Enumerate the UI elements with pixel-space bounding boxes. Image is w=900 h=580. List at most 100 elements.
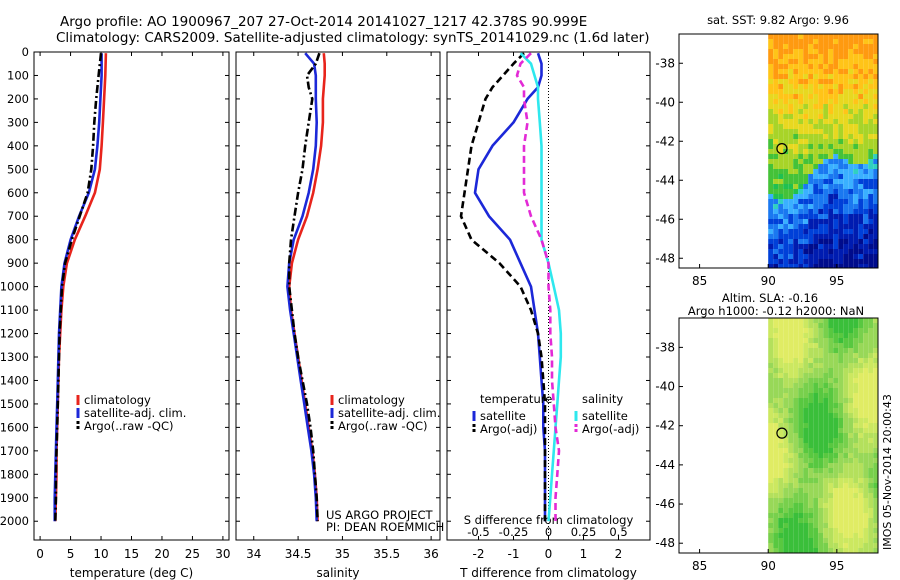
sla_map-cell xyxy=(793,373,799,378)
sla_map-cell xyxy=(828,448,834,453)
sst_map-cell xyxy=(873,199,878,204)
sla_map-cell xyxy=(778,448,784,453)
sst_map-cell xyxy=(838,194,844,199)
sla_map-cell xyxy=(843,323,849,328)
sst_map-cell xyxy=(813,54,819,59)
sst_map-cell xyxy=(818,259,824,264)
sla_map-cell xyxy=(833,383,839,388)
sla_map-cell xyxy=(818,523,824,528)
sst_map-cell xyxy=(848,254,854,259)
sla_map-cell xyxy=(858,503,864,508)
sla_map-cell xyxy=(858,368,864,373)
sst_map-cell xyxy=(863,209,869,214)
sst_map-ytick-label: -42 xyxy=(655,134,675,148)
sst_map-cell xyxy=(873,49,878,54)
sla_map-cell xyxy=(828,368,834,373)
sla_map-cell xyxy=(768,348,774,353)
sst_map-cell xyxy=(818,39,824,44)
sst_map-cell xyxy=(848,34,854,39)
sla_map-cell xyxy=(873,528,878,533)
sst_map-cell xyxy=(788,229,794,234)
sst_map-cell xyxy=(843,214,849,219)
sst_map-cell xyxy=(828,109,834,114)
sst_map-cell xyxy=(823,89,829,94)
sla_map-cell xyxy=(803,473,809,478)
sla_map-cell xyxy=(848,453,854,458)
sla_map-cell xyxy=(768,373,774,378)
sla_map-cell xyxy=(853,463,859,468)
sst_map-cell xyxy=(803,139,809,144)
sla_map-cell xyxy=(803,388,809,393)
sla_map-cell xyxy=(768,343,774,348)
sla_map-cell xyxy=(863,478,869,483)
sla_map-cell xyxy=(848,438,854,443)
sla_map-cell xyxy=(808,513,814,518)
sst_map-cell xyxy=(868,114,874,119)
sla_map-cell xyxy=(873,398,878,403)
sla_map-cell xyxy=(808,413,814,418)
sst_map-cell xyxy=(783,99,789,104)
sla_map-cell xyxy=(808,428,814,433)
depth-tick-label: 1700 xyxy=(0,444,29,458)
sla_map-cell xyxy=(798,418,804,423)
sst_map-cell xyxy=(873,189,878,194)
sst_map-cell xyxy=(778,184,784,189)
sst_map-cell xyxy=(863,199,869,204)
sst_map-cell xyxy=(768,44,774,49)
sst_map-cell xyxy=(773,84,779,89)
sla_map-cell xyxy=(808,393,814,398)
sla_map-cell xyxy=(838,533,844,538)
sst_map-cell xyxy=(788,254,794,259)
sla_map-cell xyxy=(813,383,819,388)
sst_map-cell xyxy=(793,114,799,119)
sla_map-cell xyxy=(798,428,804,433)
sla_map-cell xyxy=(833,423,839,428)
sla_map-cell xyxy=(778,358,784,363)
sla_map-cell xyxy=(828,403,834,408)
sla_map-cell xyxy=(793,513,799,518)
sst_map-cell xyxy=(868,219,874,224)
sla_map-cell xyxy=(838,323,844,328)
sla_map-cell xyxy=(808,358,814,363)
sla_map-cell xyxy=(768,323,774,328)
sst_map-cell xyxy=(808,264,814,268)
sla_map-cell xyxy=(783,543,789,548)
sst_map-cell xyxy=(873,89,878,94)
sla_map-cell xyxy=(818,543,824,548)
sst_map-cell xyxy=(808,89,814,94)
sst_map-cell xyxy=(818,169,824,174)
sst_map-cell xyxy=(818,184,824,189)
sst_map-cell xyxy=(803,104,809,109)
sst_map-cell xyxy=(848,89,854,94)
sst_map-cell xyxy=(853,199,859,204)
sla_map-cell xyxy=(848,478,854,483)
sst_map-cell xyxy=(818,234,824,239)
sla_map-cell xyxy=(798,498,804,503)
sst_map-cell xyxy=(858,249,864,254)
sst_map-cell xyxy=(863,239,869,244)
sst_map-cell xyxy=(863,109,869,114)
sla_map-cell xyxy=(833,548,839,553)
sla_map-cell xyxy=(848,428,854,433)
sst_map-cell xyxy=(778,224,784,229)
sla_map-cell xyxy=(848,508,854,513)
sla_map-cell xyxy=(793,403,799,408)
sla_map-cell xyxy=(803,428,809,433)
sst_map-cell xyxy=(813,239,819,244)
sst_map-cell xyxy=(858,99,864,104)
sst_map-cell xyxy=(808,204,814,209)
sst_map-cell xyxy=(858,239,864,244)
sst_map-cell xyxy=(768,79,774,84)
sst_map-cell xyxy=(873,144,878,149)
sla_map-cell xyxy=(803,338,809,343)
sst_map-cell xyxy=(843,244,849,249)
sst_map-cell xyxy=(823,169,829,174)
sla_map-cell xyxy=(838,373,844,378)
sst_map-cell xyxy=(788,34,794,39)
sst_map-cell xyxy=(858,214,864,219)
sla_map-cell xyxy=(793,323,799,328)
sla_map-cell xyxy=(813,443,819,448)
sla_map-cell xyxy=(828,343,834,348)
sst_map-cell xyxy=(818,159,824,164)
sla_map-cell xyxy=(808,408,814,413)
